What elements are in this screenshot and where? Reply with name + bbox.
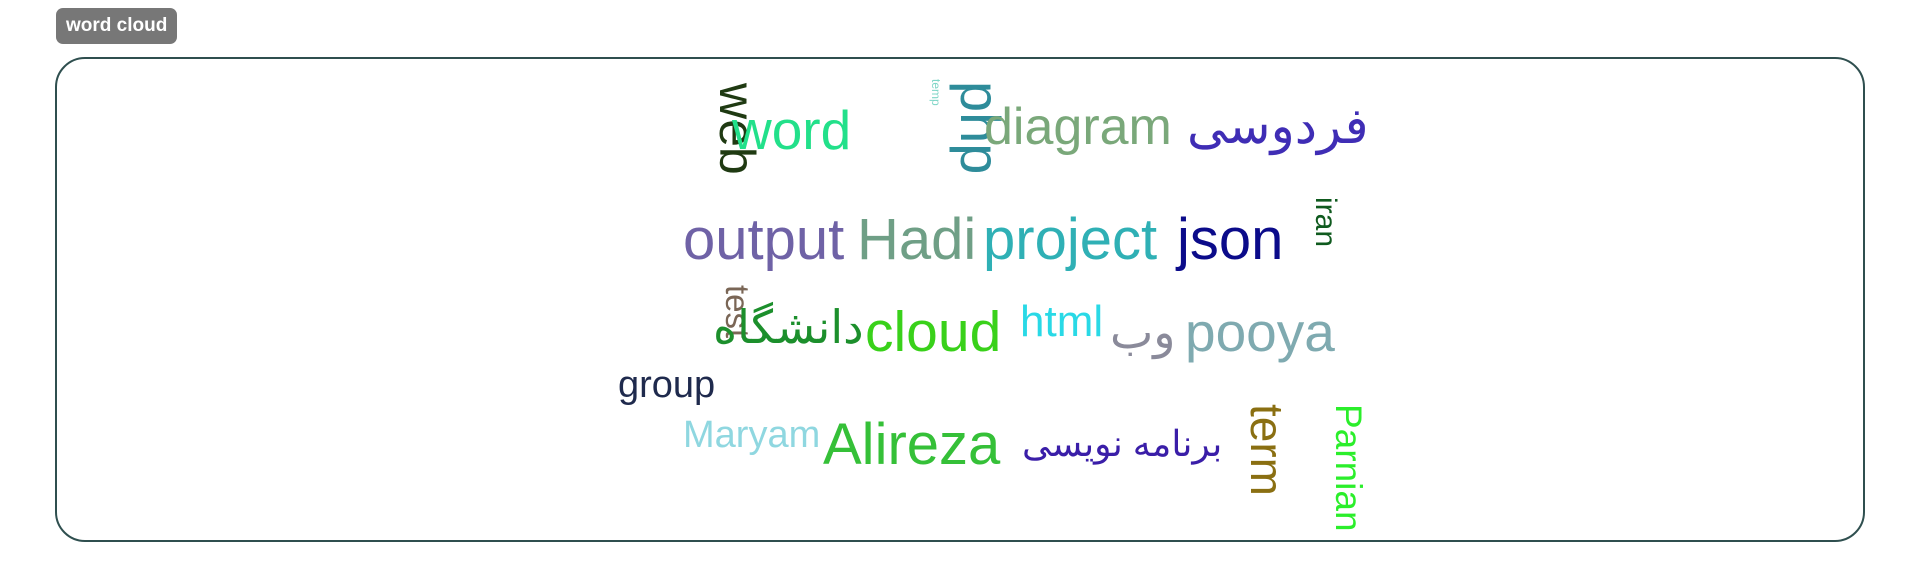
cloud-word: word xyxy=(732,99,852,161)
cloud-word: وب xyxy=(1110,306,1176,358)
cloud-word: html xyxy=(1020,297,1104,346)
cloud-word: برنامه نویسی xyxy=(1022,423,1223,464)
cloud-word: فردوسی xyxy=(1187,98,1369,154)
cloud-word: Hadi xyxy=(857,207,977,272)
cloud-word: Maryam xyxy=(683,414,821,456)
cloud-word: دانشگاه xyxy=(713,301,864,353)
cloud-word: pooya xyxy=(1185,301,1335,363)
cloud-word: Parnian xyxy=(1328,404,1369,532)
cloud-word: group xyxy=(618,364,716,406)
cloud-word: term xyxy=(1241,404,1293,496)
cloud-word: iran xyxy=(1309,197,1342,248)
cloud-word: diagram xyxy=(984,98,1172,156)
cloud-word: output xyxy=(683,207,845,272)
cloud-word: json xyxy=(1177,207,1284,272)
cloud-word: project xyxy=(983,207,1158,272)
cloud-word: cloud xyxy=(865,300,1002,364)
cloud-word: temp xyxy=(929,79,943,106)
word-cloud-panel: web word temp php diagram فردوسی output … xyxy=(55,57,1865,542)
word-cloud-button[interactable]: word cloud xyxy=(56,8,178,44)
cloud-word: Alireza xyxy=(823,412,1001,477)
